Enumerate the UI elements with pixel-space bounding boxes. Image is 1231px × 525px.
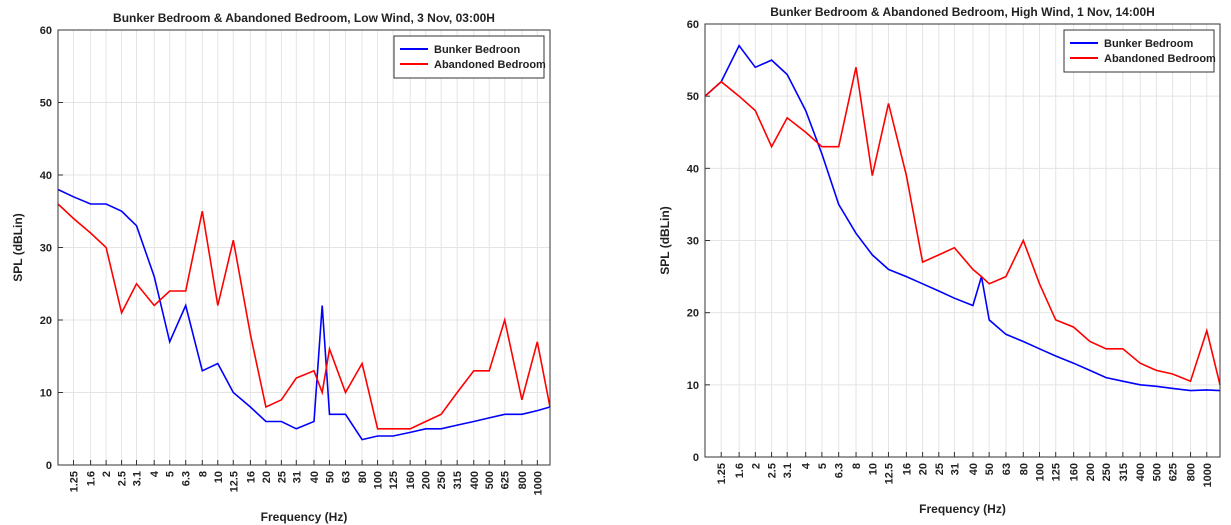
x-tick-label: 1.25 [716, 463, 728, 484]
x-tick-label: 8 [851, 463, 863, 469]
x-tick-label: 125 [1051, 463, 1063, 481]
legend-box [393, 35, 545, 79]
x-axis-label: Frequency (Hz) [919, 502, 1006, 516]
x-tick-label: 1.25 [68, 471, 80, 492]
y-tick-label: 20 [687, 308, 699, 320]
x-tick-label: 31 [949, 463, 961, 475]
x-tick-label: 3.1 [132, 471, 144, 486]
x-tick-label: 800 [517, 471, 529, 489]
legend-box [1063, 29, 1215, 73]
x-tick-label: 16 [245, 471, 257, 483]
x-tick-label: 50 [324, 471, 336, 483]
x-tick-label: 10 [213, 471, 225, 483]
x-tick-label: 315 [452, 471, 464, 489]
x-tick-label: 10 [867, 463, 879, 475]
chart-title: Bunker Bedroom & Abandoned Bedroom, Low … [113, 11, 495, 25]
x-tick-label: 4 [149, 470, 161, 477]
x-tick-label: 400 [469, 471, 481, 489]
x-tick-label: 5 [817, 463, 829, 469]
x-tick-label: 80 [1018, 463, 1030, 475]
chart-title: Bunker Bedroom & Abandoned Bedroom, High… [770, 5, 1155, 19]
x-tick-label: 500 [1151, 463, 1163, 481]
x-tick-label: 2.5 [767, 463, 779, 478]
y-tick-label: 30 [687, 236, 699, 248]
x-tick-label: 100 [373, 471, 385, 489]
x-tick-label: 5 [165, 471, 177, 477]
x-tick-label: 200 [421, 471, 433, 489]
x-tick-label: 63 [341, 471, 353, 483]
x-tick-label: 2 [101, 471, 113, 477]
plot-frame [704, 23, 1221, 458]
x-tick-label: 3.1 [782, 463, 794, 478]
x-tick-label: 625 [1168, 463, 1180, 481]
x-tick-label: 250 [436, 471, 448, 489]
x-tick-label: 25 [276, 471, 288, 483]
y-tick-label: 50 [687, 91, 699, 103]
y-tick-label: 60 [40, 25, 52, 37]
x-tick-label: 16 [901, 463, 913, 475]
x-tick-label: 12.5 [228, 471, 240, 492]
y-tick-label: 60 [687, 19, 699, 31]
x-tick-label: 40 [968, 463, 980, 475]
x-tick-label: 315 [1118, 463, 1130, 481]
x-tick-label: 200 [1085, 463, 1097, 481]
series-line [704, 67, 1221, 385]
x-tick-label: 800 [1186, 463, 1198, 481]
x-tick-label: 1000 [532, 471, 544, 495]
x-tick-label: 1.6 [86, 471, 98, 486]
x-tick-label: 500 [484, 471, 496, 489]
y-tick-label: 50 [40, 98, 52, 110]
x-tick-label: 20 [261, 471, 273, 483]
x-tick-label: 1.6 [734, 463, 746, 478]
x-tick-label: 400 [1135, 463, 1147, 481]
legend-label: Abandoned Bedroom [434, 59, 546, 71]
x-tick-label: 1000 [1202, 463, 1214, 487]
y-tick-label: 10 [40, 388, 52, 400]
x-tick-label: 20 [918, 463, 930, 475]
x-tick-label: 250 [1101, 463, 1113, 481]
legend-label: Bunker Bedroom [1104, 38, 1193, 50]
x-tick-label: 625 [500, 471, 512, 489]
x-tick-label: 12.5 [883, 463, 895, 484]
x-tick-label: 6.3 [834, 463, 846, 478]
series-line [57, 188, 551, 441]
x-tick-label: 100 [1035, 463, 1047, 481]
x-tick-label: 4 [801, 462, 813, 469]
x-tick-label: 80 [357, 471, 369, 483]
x-tick-label: 31 [291, 471, 303, 483]
x-axis-label: Frequency (Hz) [261, 510, 348, 524]
x-tick-label: 6.3 [181, 471, 193, 486]
x-tick-label: 160 [1069, 463, 1081, 481]
series-line [57, 203, 551, 430]
y-tick-label: 10 [687, 380, 699, 392]
y-tick-label: 0 [693, 452, 699, 464]
x-tick-label: 63 [1001, 463, 1013, 475]
x-tick-label: 125 [388, 471, 400, 489]
y-tick-label: 0 [46, 460, 52, 472]
y-axis-label: SPL (dBLin) [11, 213, 25, 281]
series-line [704, 44, 1221, 392]
x-tick-label: 40 [309, 471, 321, 483]
y-axis-label: SPL (dBLin) [658, 206, 672, 274]
x-tick-label: 25 [934, 463, 946, 475]
x-tick-label: 8 [197, 471, 209, 477]
x-tick-label: 160 [405, 471, 417, 489]
y-tick-label: 20 [40, 315, 52, 327]
y-tick-label: 40 [687, 163, 699, 175]
y-tick-label: 40 [40, 170, 52, 182]
x-tick-label: 50 [984, 463, 996, 475]
x-tick-label: 2 [750, 463, 762, 469]
y-tick-label: 30 [40, 243, 52, 255]
legend-label: Bunker Bedroon [434, 44, 520, 56]
x-tick-label: 2.5 [117, 471, 129, 486]
legend-label: Abandoned Bedroom [1104, 53, 1216, 65]
plot-frame [57, 29, 551, 466]
